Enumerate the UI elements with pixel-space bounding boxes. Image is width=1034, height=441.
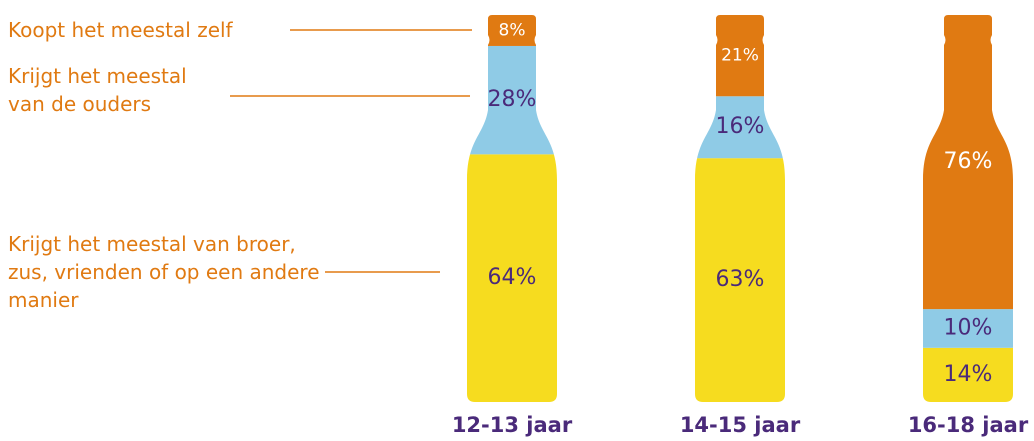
value-label: 14% xyxy=(944,362,993,387)
x-tick-label: 14-15 jaar xyxy=(680,413,801,437)
value-label: 28% xyxy=(488,87,537,112)
value-label: 16% xyxy=(716,114,765,139)
value-label: 63% xyxy=(716,267,765,292)
value-label: 76% xyxy=(944,149,993,174)
bar-segment xyxy=(467,154,557,402)
value-label: 10% xyxy=(944,315,993,340)
legend-label: Koopt het meestal zelf xyxy=(8,18,233,42)
x-tick-label: 16-18 jaar xyxy=(908,413,1029,437)
value-label: 64% xyxy=(488,265,537,290)
bar-segment xyxy=(923,309,1013,348)
bottle xyxy=(923,15,1013,402)
bottle xyxy=(467,15,557,402)
value-label: 21% xyxy=(721,46,759,66)
legend-label: Krijgt het meestal van de ouders xyxy=(8,64,187,116)
bottle xyxy=(695,15,785,402)
bar-segment xyxy=(923,347,1013,402)
value-label: 8% xyxy=(499,20,526,40)
bar-segment xyxy=(695,158,785,402)
x-tick-label: 12-13 jaar xyxy=(452,413,573,437)
legend-label: Krijgt het meestal van broer, zus, vrien… xyxy=(8,232,320,312)
